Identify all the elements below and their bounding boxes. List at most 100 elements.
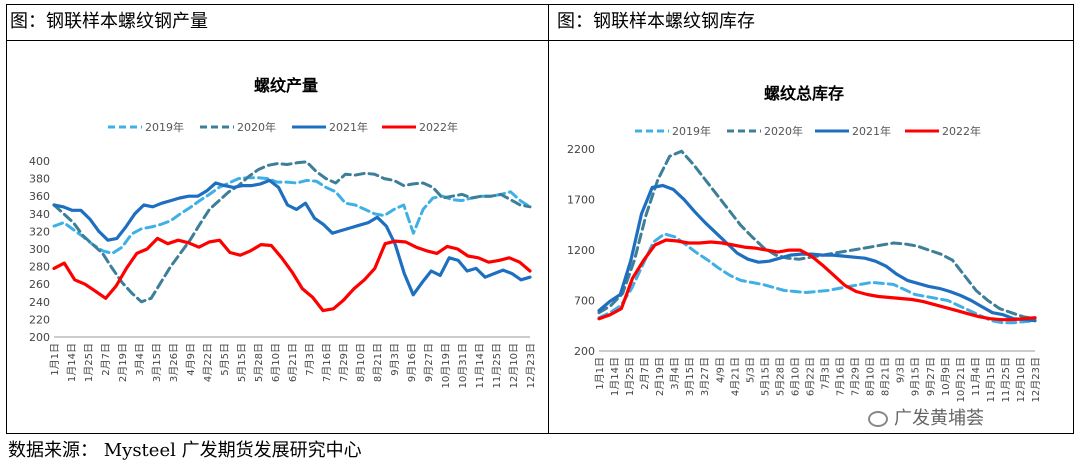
x-tick-label: 9月27日 (925, 357, 937, 396)
series-line-1 (597, 149, 1037, 321)
x-tick-label: 12月23日 (1030, 357, 1042, 402)
y-tick-label: 400 (29, 155, 50, 168)
left-panel-title: 图：钢联样本螺纹钢产量 (10, 11, 208, 32)
x-tick-label: 1月25日 (83, 343, 95, 382)
x-tick-label: 2月7日 (639, 357, 651, 390)
x-tick-label: 7月29日 (338, 343, 350, 382)
x-tick-label: 7月3日 (304, 343, 316, 376)
x-tick-label: 3月26日 (168, 343, 180, 382)
data-source-note: 数据来源： Mysteel 广发期货发展研究中心 (8, 440, 362, 461)
x-tick-label: 10月19日 (440, 343, 452, 388)
x-tick-label: 3月4日 (669, 357, 681, 390)
x-tick-label: 8月10日 (865, 357, 877, 396)
x-tick-label: 11月25日 (1000, 357, 1012, 402)
panel-divider-horizontal (6, 40, 1074, 41)
x-tick-label: 1月14日 (66, 343, 78, 382)
legend-label-1: 2020年 (764, 124, 803, 138)
x-tick-label: 6月21日 (287, 343, 299, 382)
x-tick-label: 9月3日 (389, 343, 401, 376)
x-tick-label: 11月14日 (474, 343, 486, 388)
x-tick-label: 10月9日 (940, 357, 952, 396)
x-tick-label: 7月3日 (820, 357, 832, 390)
x-tick-label: 4月9日 (185, 343, 197, 376)
x-tick-label: 5月28日 (253, 343, 265, 382)
y-tick-label: 340 (29, 208, 50, 221)
x-tick-label: 11月25日 (491, 343, 503, 388)
x-tick-label: 7月29日 (850, 357, 862, 396)
series-line-3 (52, 236, 532, 313)
x-tick-label: 11月15日 (985, 357, 997, 402)
x-tick-label: 7月16日 (321, 343, 333, 382)
legend-label-2: 2021年 (329, 120, 368, 134)
x-tick-label: 4月21日 (729, 357, 741, 396)
y-tick-label: 200 (29, 331, 50, 344)
x-tick-label: 10月21日 (955, 357, 967, 402)
figure-frame (6, 4, 1074, 434)
legend-label-1: 2020年 (237, 120, 276, 134)
x-tick-label: 1月1日 (49, 343, 61, 376)
series-line-2 (52, 178, 532, 297)
y-tick-label: 220 (29, 313, 50, 326)
legend-label-3: 2022年 (419, 120, 458, 134)
series-line-1 (52, 160, 532, 304)
inventory-chart: 螺纹总库存 2019年 2020年 2021年 2022年 200 700 1200 1700 2… (567, 84, 1042, 402)
y-tick-label: 360 (29, 190, 50, 203)
y-tick-label: 280 (29, 261, 50, 274)
x-tick-label: 2月19日 (654, 357, 666, 396)
x-tick-label: 5月5日 (219, 343, 231, 376)
x-tick-label: 11月4日 (970, 357, 982, 396)
y-tick-label: 380 (29, 173, 50, 186)
right-panel-title: 图：钢联样本螺纹钢库存 (557, 11, 755, 32)
x-tick-label: 3月15日 (151, 343, 163, 382)
y-tick-label: 260 (29, 278, 50, 291)
x-tick-label: 9月15日 (910, 357, 922, 396)
x-tick-label: 1月14日 (609, 357, 621, 396)
series-line-0 (597, 232, 1037, 325)
wechat-icon (868, 411, 888, 427)
x-tick-label: 9/3日 (896, 357, 907, 383)
watermark: 广发黄埔荟 (868, 404, 984, 430)
legend: 2019年 2020年 2021年 2022年 (635, 124, 981, 138)
y-tick-label: 700 (574, 295, 595, 308)
x-tick-label: 1月1日 (594, 357, 606, 390)
y-tick-label: 200 (574, 345, 595, 358)
x-tick-label: 3月4日 (134, 343, 146, 376)
legend: 2019年 2020年 2021年 2022年 (108, 120, 458, 134)
x-tick-label: 7月16日 (835, 357, 847, 396)
x-tick-label: 4月22日 (202, 343, 214, 382)
y-tick-label: 1200 (567, 244, 595, 257)
y-tick-label: 2200 (567, 143, 595, 156)
legend-label-0: 2019年 (672, 124, 711, 138)
x-tick-label: 12月10日 (1015, 357, 1027, 402)
x-tick-label: 9月27日 (423, 343, 435, 382)
chart-title: 螺纹产量 (254, 76, 318, 95)
y-tick-label: 320 (29, 225, 50, 238)
x-tick-label: 6月10日 (789, 357, 801, 396)
production-chart: 螺纹产量 2019年 2020年 2021年 2022年 200 220 240 260 280 3… (29, 76, 537, 388)
y-tick-label: 240 (29, 296, 50, 309)
x-tick-label: 2月7日 (100, 343, 112, 376)
legend-label-3: 2022年 (942, 124, 981, 138)
x-tick-label: 8月21日 (372, 343, 384, 382)
panel-divider-vertical (548, 4, 549, 434)
legend-label-0: 2019年 (145, 120, 184, 134)
x-tick-label: 1月25日 (624, 357, 636, 396)
watermark-text: 广发黄埔荟 (894, 408, 984, 429)
series-line-3 (597, 238, 1037, 322)
x-tick-label: 12月23日 (525, 343, 537, 388)
y-tick-label: 1700 (567, 194, 595, 207)
legend-label-2: 2021年 (852, 124, 891, 138)
x-tick-label: 5月28日 (774, 357, 786, 396)
y-tick-label: 300 (29, 243, 50, 256)
x-tick-label: 4/9日 (715, 357, 726, 383)
x-tick-label: 10月31日 (457, 343, 469, 388)
x-tick-label: 6月10日 (270, 343, 282, 382)
x-tick-label: 2月19日 (117, 343, 129, 382)
x-tick-label: 5月15日 (236, 343, 248, 382)
x-tick-label: 9月16日 (406, 343, 418, 382)
series-line-2 (597, 183, 1037, 323)
x-tick-label: 8月21日 (880, 357, 892, 396)
series-line-0 (52, 176, 532, 255)
x-tick-label: 12月10日 (508, 343, 520, 388)
x-tick-label: 6月22日 (804, 357, 816, 396)
